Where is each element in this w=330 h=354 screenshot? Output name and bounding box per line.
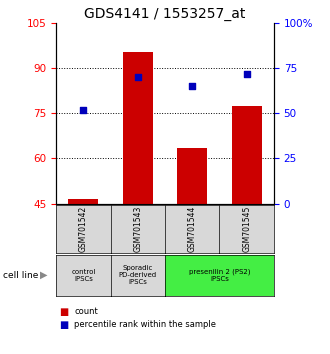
Point — [189, 84, 195, 89]
Bar — [232, 106, 262, 204]
Text: ▶: ▶ — [40, 270, 47, 280]
Point — [135, 74, 141, 80]
Text: GSM701542: GSM701542 — [79, 206, 88, 252]
Bar — [177, 148, 207, 204]
Text: cell line: cell line — [3, 271, 39, 280]
Point — [81, 107, 86, 113]
Text: presenilin 2 (PS2)
iPSCs: presenilin 2 (PS2) iPSCs — [189, 268, 250, 282]
Bar — [123, 52, 153, 204]
Text: GSM701543: GSM701543 — [133, 206, 142, 252]
Text: ■: ■ — [59, 307, 69, 316]
Point — [244, 71, 249, 76]
Text: GSM701544: GSM701544 — [188, 206, 197, 252]
Text: count: count — [74, 307, 98, 316]
Text: Sporadic
PD-derived
iPSCs: Sporadic PD-derived iPSCs — [119, 265, 157, 285]
Text: control
IPSCs: control IPSCs — [71, 269, 95, 282]
Title: GDS4141 / 1553257_at: GDS4141 / 1553257_at — [84, 7, 246, 21]
Text: percentile rank within the sample: percentile rank within the sample — [74, 320, 216, 330]
Bar — [68, 199, 98, 204]
Text: ■: ■ — [59, 320, 69, 330]
Text: GSM701545: GSM701545 — [242, 206, 251, 252]
